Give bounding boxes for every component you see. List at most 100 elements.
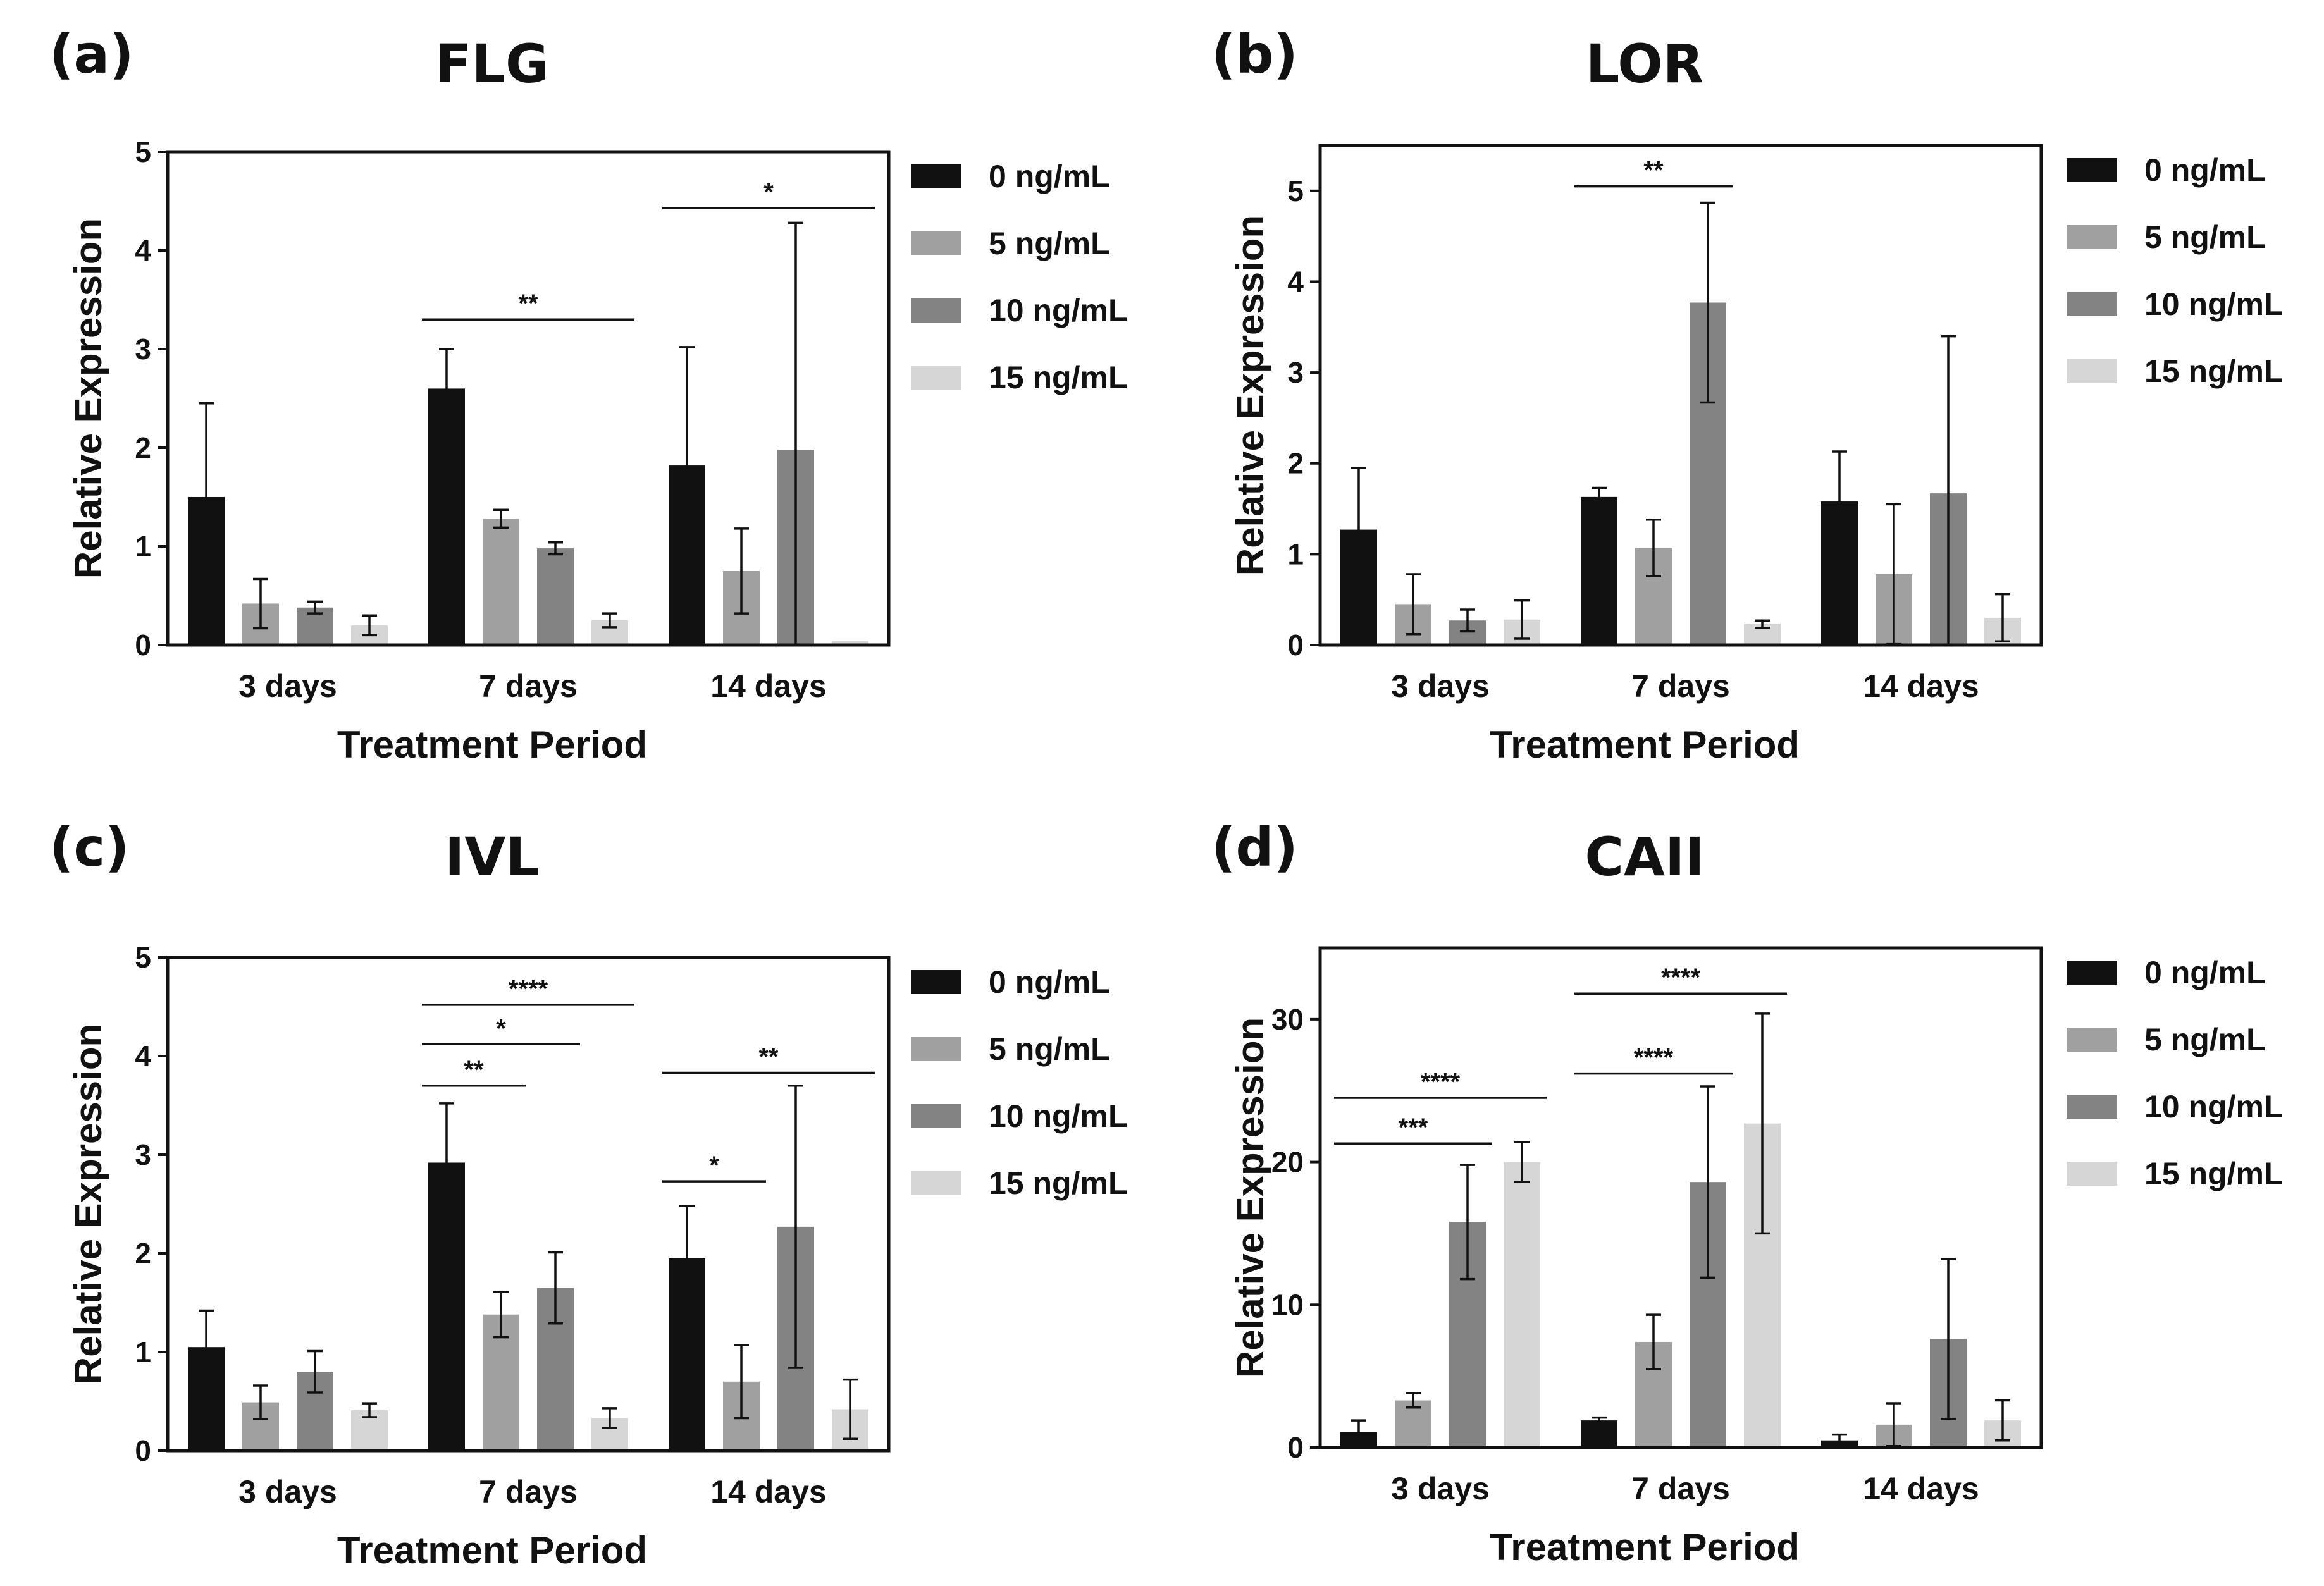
x-category-label: 7 days <box>479 668 578 704</box>
lor-chart: (b) LOR 0 1 2 3 4 5 ** 3 days 7 days 14 days Treatme… <box>1211 23 2283 766</box>
legend-label: 0 ng/mL <box>989 964 1110 1000</box>
chart-title: FLG <box>435 33 549 95</box>
legend-swatch <box>911 1037 961 1061</box>
y-tick-label: 20 <box>1271 1146 1304 1179</box>
legend-swatch <box>911 1171 961 1195</box>
legend-label: 15 ng/mL <box>989 1165 1127 1201</box>
legend-label: 5 ng/mL <box>989 1031 1110 1067</box>
x-category-label: 3 days <box>1391 668 1490 704</box>
y-axis-label: Relative Expression <box>67 218 109 579</box>
chart-title: LOR <box>1586 33 1704 95</box>
significance-label: *** <box>1399 1114 1428 1141</box>
y-tick-label: 5 <box>135 941 151 974</box>
legend-swatch <box>2067 359 2117 383</box>
legend-swatch <box>911 164 961 188</box>
y-axis-label: Relative Expression <box>1229 215 1271 575</box>
x-category-label: 7 days <box>1631 1471 1730 1506</box>
y-axis-label: Relative Expression <box>1229 1017 1271 1378</box>
y-tick-label: 3 <box>135 1138 151 1171</box>
x-category-label: 3 days <box>238 668 337 704</box>
legend-label: 10 ng/mL <box>2144 1089 2283 1124</box>
plot-frame <box>1318 946 2043 1449</box>
legend-label: 15 ng/mL <box>2144 353 2283 389</box>
bar <box>1504 1162 1540 1448</box>
x-category-label: 3 days <box>238 1474 337 1509</box>
panel-c: (c) IVL 0 1 2 3 4 5 ** * **** * ** 3 days 7 days 14 day… <box>0 793 1162 1586</box>
legend-swatch <box>2067 292 2117 316</box>
bar <box>537 548 574 645</box>
y-tick-label: 2 <box>135 1237 151 1270</box>
x-axis-label: Treatment Period <box>1490 1526 1800 1568</box>
significance-label: ** <box>758 1043 779 1071</box>
panel-label: (a) <box>49 23 133 85</box>
x-category-label: 14 days <box>1863 668 1979 704</box>
legend-swatch <box>2067 225 2117 249</box>
y-tick-label: 2 <box>135 431 151 464</box>
legend-swatch <box>2067 1162 2117 1186</box>
bar <box>832 641 868 645</box>
significance-label: **** <box>1421 1068 1461 1096</box>
significance-label: **** <box>1634 1044 1674 1072</box>
x-category-label: 7 days <box>1631 668 1730 704</box>
panel-label: (c) <box>49 816 130 878</box>
legend-label: 15 ng/mL <box>2144 1156 2283 1191</box>
legend-swatch <box>2067 1028 2117 1052</box>
legend-swatch <box>911 231 961 255</box>
legend-swatch <box>2067 1095 2117 1119</box>
legend-label: 0 ng/mL <box>2144 152 2266 188</box>
x-category-label: 7 days <box>479 1474 578 1509</box>
plot-frame <box>1318 144 2043 647</box>
legend-label: 10 ng/mL <box>989 1098 1127 1134</box>
significance-label: ** <box>464 1056 484 1084</box>
legend-swatch <box>911 366 961 390</box>
bar <box>1581 1420 1617 1448</box>
legend-label: 5 ng/mL <box>2144 1022 2266 1057</box>
legend-label: 5 ng/mL <box>989 226 1110 261</box>
significance-label: * <box>763 178 774 206</box>
plot-frame <box>166 956 891 1453</box>
legend-label: 15 ng/mL <box>989 360 1127 395</box>
y-tick-label: 3 <box>1287 356 1304 389</box>
significance-label: **** <box>509 975 548 1003</box>
plot-frame <box>166 150 891 647</box>
significance-label: * <box>709 1152 719 1179</box>
x-axis-label: Treatment Period <box>1490 723 1800 766</box>
panel-label: (d) <box>1211 816 1298 878</box>
significance-label: * <box>496 1014 506 1042</box>
bar <box>428 388 465 645</box>
y-tick-label: 1 <box>1287 538 1304 570</box>
legend-label: 0 ng/mL <box>989 159 1110 194</box>
panel-d: (d) CAII 0 10 20 30 *** **** **** **** 3 days 7 day… <box>1162 793 2324 1586</box>
y-tick-label: 10 <box>1271 1288 1304 1321</box>
chart-title: IVL <box>445 826 540 888</box>
y-tick-label: 4 <box>135 234 151 267</box>
y-tick-label: 3 <box>135 333 151 366</box>
y-tick-label: 0 <box>1287 1431 1304 1464</box>
y-tick-label: 0 <box>1287 629 1304 661</box>
significance-label: **** <box>1661 964 1701 992</box>
legend-swatch <box>911 298 961 323</box>
panel-label: (b) <box>1211 23 1298 85</box>
x-category-label: 14 days <box>1863 1471 1979 1506</box>
y-axis-label: Relative Expression <box>67 1024 109 1384</box>
x-category-label: 14 days <box>710 668 826 704</box>
significance-label: ** <box>518 290 538 317</box>
y-tick-label: 5 <box>135 135 151 168</box>
x-category-label: 14 days <box>710 1474 826 1509</box>
y-tick-label: 30 <box>1271 1003 1304 1036</box>
bar <box>483 519 519 645</box>
y-tick-label: 2 <box>1287 447 1304 480</box>
significance-label: ** <box>1643 157 1664 185</box>
chart-title: CAII <box>1585 826 1704 888</box>
bar <box>1581 496 1617 645</box>
x-axis-label: Treatment Period <box>337 723 647 766</box>
x-category-label: 3 days <box>1391 1471 1490 1506</box>
y-tick-label: 0 <box>135 629 151 661</box>
panel-b: (b) LOR 0 1 2 3 4 5 ** 3 days 7 days 14 days Treatme… <box>1162 0 2324 793</box>
legend-swatch <box>2067 158 2117 182</box>
legend-label: 10 ng/mL <box>989 293 1127 328</box>
y-tick-label: 5 <box>1287 175 1304 207</box>
panel-a: (a) FLG 0 1 2 3 4 5 ** * 3 days 7 days 14 days Treatm… <box>0 0 1162 793</box>
